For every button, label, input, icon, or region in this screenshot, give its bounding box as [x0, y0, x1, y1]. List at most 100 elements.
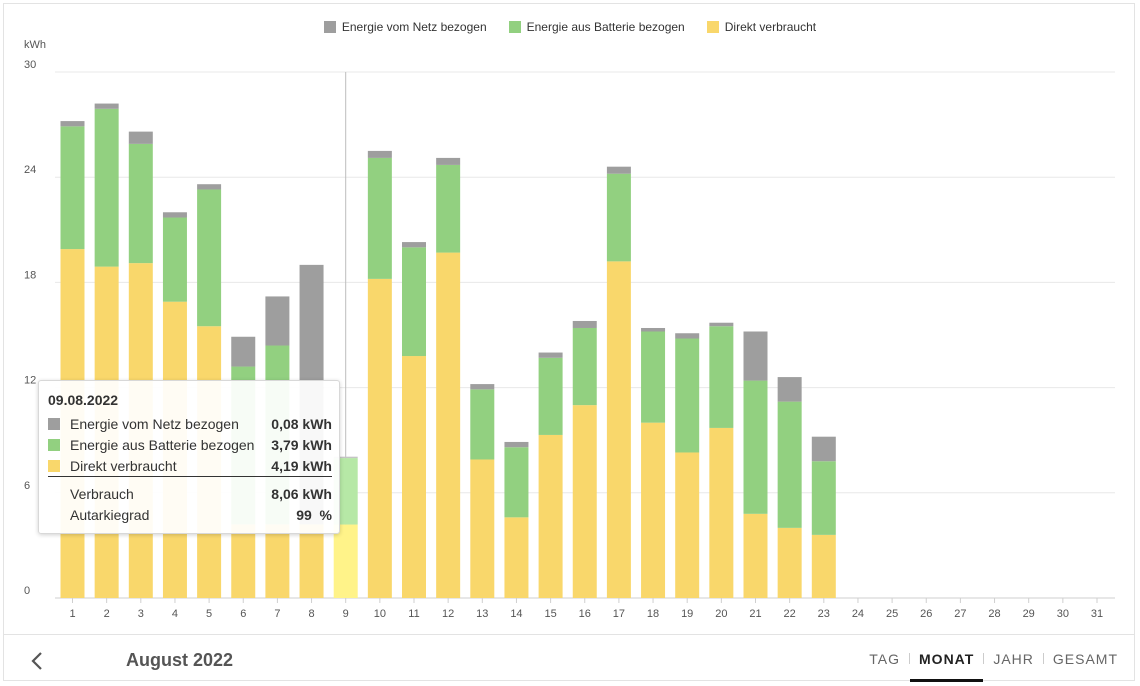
bar-segment — [743, 331, 768, 381]
bar-segment — [367, 157, 392, 279]
x-tick-label: 8 — [308, 608, 314, 620]
bar-segment — [572, 405, 597, 598]
bar-segment — [94, 108, 119, 267]
bar-segment — [197, 189, 222, 327]
tab-separator — [909, 653, 911, 664]
x-tick-label: 17 — [613, 608, 625, 620]
legend-item-direct[interactable]: Direkt verbraucht — [706, 20, 816, 34]
tab-separator — [1042, 653, 1044, 664]
bar-segment — [504, 517, 529, 598]
tooltip-label: Energie vom Netz bezogen — [70, 416, 239, 432]
legend-swatch — [508, 21, 521, 33]
bar-segment — [402, 356, 426, 598]
x-tick-label: 2 — [104, 608, 110, 620]
y-tick-label: 18 — [24, 269, 36, 281]
tooltip-row-grid: Energie vom Netz bezogen 0,08 kWh — [48, 415, 332, 433]
bar-segment — [470, 384, 495, 390]
x-tick-label: 14 — [510, 608, 522, 620]
bar-segment — [777, 527, 802, 598]
bar-segment — [504, 447, 529, 518]
tab-jahr[interactable]: JAHR — [993, 650, 1034, 667]
tooltip-row-consumption: Verbrauch 8,06 kWh — [48, 485, 332, 503]
bar-segment — [675, 333, 700, 339]
x-tick-label: 5 — [206, 608, 212, 620]
y-tick-label: 12 — [24, 375, 36, 387]
x-tick-label: 22 — [784, 608, 796, 620]
bar-segment — [470, 389, 495, 460]
bar-segment — [470, 459, 495, 598]
bar-segment — [606, 173, 631, 262]
tooltip-row-direct: Direkt verbraucht 4,19 kWh — [48, 457, 332, 475]
bar-segment — [606, 261, 631, 598]
tab-separator — [983, 653, 985, 664]
x-tick-label: 20 — [715, 608, 727, 620]
x-tick-label: 31 — [1091, 608, 1103, 620]
bar-segment — [128, 131, 153, 144]
bar-segment — [94, 103, 119, 109]
x-tick-label: 9 — [343, 608, 349, 620]
legend-item-grid[interactable]: Energie vom Netz bezogen — [323, 20, 487, 34]
tooltip-label: Direkt verbraucht — [70, 458, 177, 474]
tooltip-date: 09.08.2022 — [48, 392, 119, 408]
tooltip-row-battery: Energie aus Batterie bezogen 3,79 kWh — [48, 436, 332, 454]
x-tick-label: 25 — [886, 608, 898, 620]
bar-segment — [743, 380, 768, 514]
tooltip-swatch — [48, 418, 60, 430]
bar-segment — [538, 352, 563, 358]
x-tick-label: 26 — [920, 608, 932, 620]
legend-item-battery[interactable]: Energie aus Batterie bezogen — [508, 20, 685, 34]
x-tick-label: 18 — [647, 608, 659, 620]
y-tick-label: 24 — [24, 164, 36, 176]
chart-tooltip: 09.08.2022 Energie vom Netz bezogen 0,08… — [38, 380, 340, 534]
bar-segment — [333, 524, 358, 598]
tooltip-value: 99 % — [296, 507, 332, 523]
bar-segment — [641, 327, 666, 332]
tooltip-value: 4,19 kWh — [271, 458, 332, 474]
tooltip-value: 3,79 kWh — [271, 437, 332, 453]
bar-segment — [162, 217, 187, 302]
bar-segment — [606, 166, 631, 174]
tooltip-swatch — [48, 460, 60, 472]
tab-gesamt[interactable]: GESAMT — [1052, 650, 1118, 667]
x-tick-label: 27 — [954, 608, 966, 620]
x-tick-label: 12 — [442, 608, 454, 620]
tooltip-label: Verbrauch — [70, 486, 134, 502]
x-tick-label: 3 — [138, 608, 144, 620]
bar-segment — [572, 320, 597, 328]
chevron-left-icon — [31, 652, 42, 670]
tooltip-label: Energie aus Batterie bezogen — [70, 437, 255, 453]
tab-monat[interactable]: MONAT — [910, 635, 984, 682]
bar-segment — [504, 441, 529, 448]
bar-segment — [367, 150, 392, 158]
bar-segment — [709, 322, 734, 327]
x-tick-label: 6 — [240, 608, 246, 620]
bar-segment — [641, 422, 666, 598]
x-tick-label: 4 — [172, 608, 178, 620]
bar-segment — [436, 164, 461, 253]
bar-segment — [402, 247, 426, 357]
bar-segment — [811, 461, 836, 535]
bar-segment — [299, 524, 324, 598]
tooltip-label: Autarkiegrad — [70, 507, 150, 523]
bar-segment — [675, 338, 700, 453]
bar-segment — [265, 296, 290, 346]
bar-segment — [60, 126, 85, 250]
tooltip-row-autarky: Autarkiegrad 99 % — [48, 506, 332, 524]
legend-label: Energie aus Batterie bezogen — [526, 20, 685, 34]
bar-segment — [333, 456, 358, 459]
y-tick-label: 30 — [24, 59, 36, 71]
bar-segment — [811, 436, 836, 462]
bar-segment — [777, 401, 802, 528]
y-tick-label: 0 — [24, 585, 30, 597]
bar-segment — [538, 434, 563, 598]
bar-segment — [709, 326, 734, 428]
period-tabs: TAG MONAT JAHR GESAMT — [860, 635, 1127, 682]
x-tick-label: 10 — [374, 608, 386, 620]
legend-swatch — [706, 21, 719, 33]
period-navigation: August 2022 TAG MONAT JAHR GESAMT — [4, 634, 1135, 682]
period-label: August 2022 — [126, 650, 234, 670]
x-tick-label: 16 — [579, 608, 591, 620]
previous-period-button[interactable] — [26, 649, 50, 673]
tab-tag[interactable]: TAG — [869, 650, 901, 667]
legend-label: Energie vom Netz bezogen — [341, 20, 487, 34]
